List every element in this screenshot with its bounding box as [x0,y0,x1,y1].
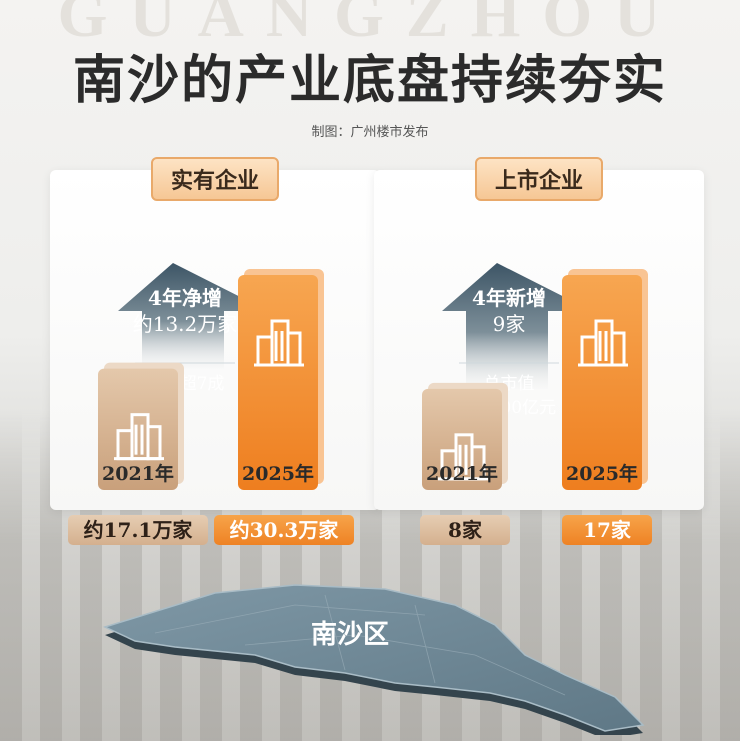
building-icon [438,433,488,481]
background-word: GUANGZHOU [57,0,683,50]
value-label-listed-2025: 17家 [562,515,652,545]
bar-1 [238,275,318,490]
growth-arrow [442,263,592,389]
panel-header-enterprises: 实有企业 [150,157,280,201]
arrow-annotation-0: 4年净增 [148,286,222,310]
credit-line: 制图：广州楼市发布 [311,125,429,140]
arrow-annotation-1: 约13.2万家 [133,312,238,336]
category-label-0: 2021年 [426,462,498,485]
panel-enterprises: 实有企业 4年净增 约13.2万家 增长超7成 2021年 2025年 [50,157,380,510]
building-icon [254,319,304,367]
panel-listed-companies: 上市企业 4年新增 9家 总市值 超2100亿元 2021年 2025年 [374,157,704,510]
building-icon [578,319,628,367]
value-label-listed-2021: 8家 [420,515,510,545]
map-label: 南沙区 [311,620,389,650]
bar-1 [562,275,642,490]
page-title: 南沙的产业底盘持续夯实 [72,51,667,111]
panel-header-listed: 上市企业 [474,157,604,201]
category-label-0: 2021年 [102,462,174,485]
growth-arrow [118,263,268,369]
value-label-enterprises-2025: 约30.3万家 [214,515,354,545]
map-roads [154,594,566,696]
category-label-1: 2025年 [566,462,638,485]
building-icon [114,413,164,461]
category-label-1: 2025年 [242,462,314,485]
value-label-enterprises-2021: 约17.1万家 [68,515,208,545]
nansha-district-map: 南沙区 [102,584,645,735]
arrow-annotation-1: 9家 [493,312,526,336]
map-shape [102,584,645,732]
arrow-annotation-0: 4年新增 [472,286,546,310]
